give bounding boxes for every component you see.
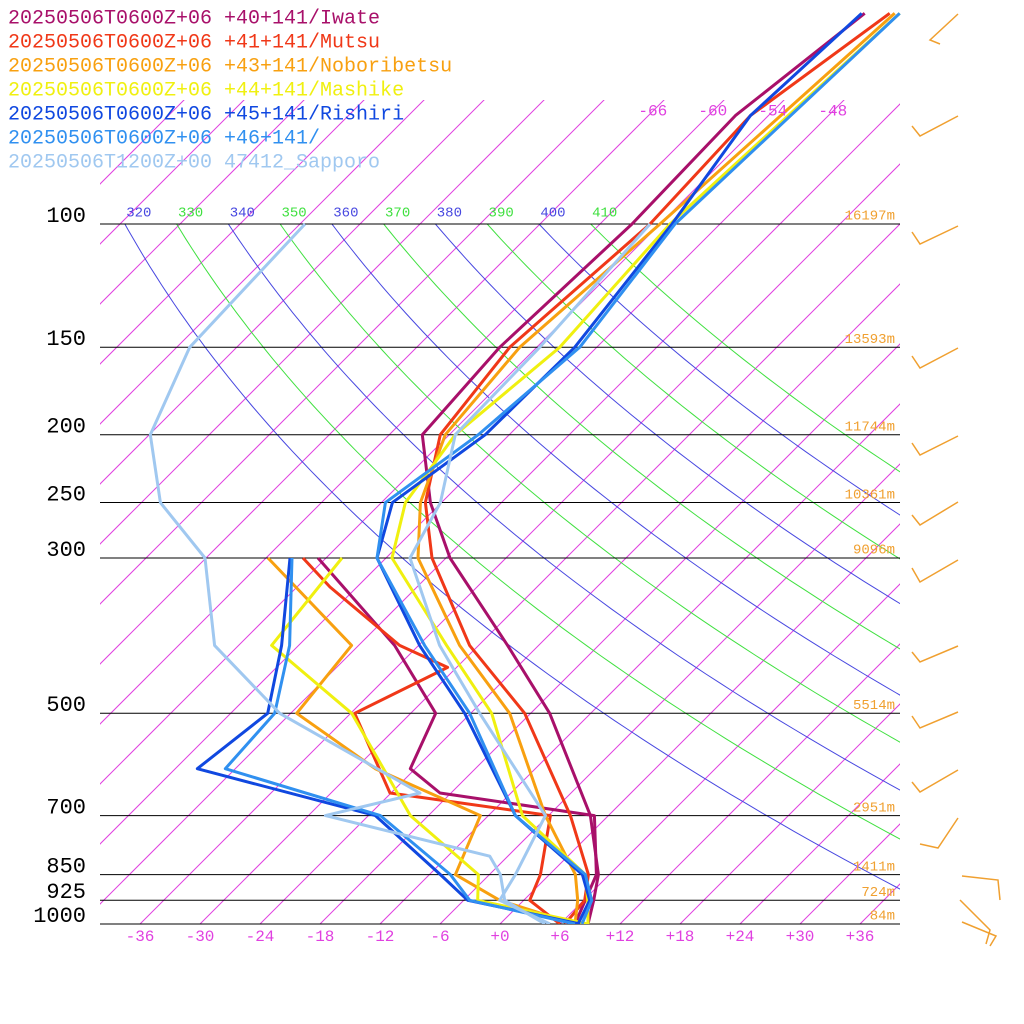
isotherm	[559, 583, 900, 924]
adiabat	[383, 224, 900, 650]
x-tick-label: +30	[786, 928, 815, 946]
height-label: 2951m	[853, 800, 895, 816]
pressure-label: 500	[46, 693, 86, 718]
adiabat-label: 410	[592, 206, 617, 222]
pressure-label: 850	[46, 854, 86, 879]
pressure-label: 300	[46, 538, 86, 563]
isotherm	[199, 223, 900, 924]
isotherm	[100, 100, 305, 305]
isotherm-label: -48	[818, 102, 847, 120]
profiles	[148, 12, 901, 924]
dewpoint-profile	[270, 557, 589, 924]
isotherm-label: -66	[638, 102, 667, 120]
x-tick-label: -18	[306, 928, 335, 946]
x-tick-label: -6	[430, 928, 449, 946]
x-tick-label: -24	[246, 928, 275, 946]
x-tick-label: +0	[490, 928, 509, 946]
legend-entry: 20250506T0600Z+06 +45+141/Rishiri	[8, 103, 404, 126]
pressure-label: 100	[46, 204, 86, 229]
pressure-label: 150	[46, 327, 86, 352]
adiabat-label: 340	[230, 206, 255, 222]
isotherm	[619, 643, 900, 924]
x-tick-label: +24	[726, 928, 755, 946]
temperature-profile	[423, 12, 891, 924]
x-tick-label: +6	[550, 928, 569, 946]
legend-entry: 20250506T0600Z+06 +46+141/	[8, 127, 320, 150]
dewpoint-profile	[223, 557, 576, 924]
adiabat	[589, 224, 900, 473]
adiabat-label: 380	[437, 206, 462, 222]
isotherm	[100, 100, 245, 245]
x-tick-label: -12	[366, 928, 395, 946]
dewpoint-profile	[266, 556, 576, 924]
dewpoint-profile	[195, 557, 581, 924]
isotherm	[259, 283, 900, 924]
adiabat-label: 370	[385, 206, 410, 222]
legend-entry: 20250506T0600Z+06 +43+141/Noboribetsu	[8, 55, 452, 78]
adiabat-label: 360	[333, 206, 358, 222]
isotherm	[439, 463, 900, 924]
temperature-profile	[375, 12, 901, 924]
height-label: 10361m	[845, 487, 895, 503]
isotherm-label: -54	[758, 102, 787, 120]
adiabat-label: 330	[178, 206, 203, 222]
dewpoint-profile	[148, 222, 546, 924]
isotherm	[100, 100, 425, 425]
adiabat	[434, 224, 900, 605]
pressure-label: 700	[46, 795, 86, 820]
height-label: 16197m	[845, 209, 895, 225]
height-label: 9096m	[853, 543, 895, 559]
adiabat-label: 350	[282, 206, 307, 222]
adiabat-label: 390	[489, 206, 514, 222]
adiabat-label: 320	[126, 206, 151, 222]
adiabat-label: 400	[540, 206, 565, 222]
height-label: 13593m	[845, 332, 895, 348]
adiabat	[279, 224, 900, 743]
isotherm	[379, 403, 900, 924]
height-label: 5514m	[853, 698, 895, 714]
isotherm-label: -60	[698, 102, 727, 120]
temperature-profile	[390, 12, 901, 924]
adiabat	[486, 224, 900, 560]
adiabat	[176, 224, 900, 840]
x-tick-label: +18	[666, 928, 695, 946]
adiabat	[331, 224, 900, 696]
temperature-profile	[420, 12, 866, 924]
x-tick-label: -36	[126, 928, 155, 946]
height-label: 724m	[861, 885, 895, 901]
isotherm	[100, 100, 365, 365]
adiabat	[538, 224, 900, 516]
wind-barbs	[911, 13, 1001, 947]
isotherm	[100, 100, 185, 185]
pressure-label: 200	[46, 415, 86, 440]
isotherm	[679, 703, 900, 924]
pressure-levels	[100, 223, 900, 925]
x-tick-label: +12	[606, 928, 635, 946]
legend-entry: 20250506T0600Z+06 +41+141/Mutsu	[8, 31, 380, 54]
adiabat	[227, 224, 900, 791]
height-label: 11744m	[845, 419, 895, 435]
temperature-profile	[408, 222, 652, 924]
height-label: 84m	[870, 909, 895, 925]
labels: -66 -60 -54 -48 320 330 340 350 360 370 380 390 400 4…	[8, 7, 895, 946]
legend-entry: 20250506T1200Z+00 47412_Sapporo	[8, 151, 380, 174]
height-label: 1411m	[853, 859, 895, 875]
pressure-label: 250	[46, 482, 86, 507]
dewpoint-profile	[301, 556, 561, 924]
temperature-profile	[375, 12, 863, 924]
legend-entry: 20250506T0600Z+06 +40+141/Iwate	[8, 7, 380, 30]
pressure-label: 1000	[33, 904, 86, 929]
x-tick-label: -30	[186, 928, 215, 946]
isotherm	[799, 823, 900, 924]
legend-entry: 20250506T0600Z+06 +44+141/Mashike	[8, 79, 404, 102]
x-tick-label: +36	[846, 928, 875, 946]
pressure-label: 925	[46, 880, 86, 905]
temperature-profile	[416, 12, 896, 924]
isotherm	[499, 523, 900, 924]
